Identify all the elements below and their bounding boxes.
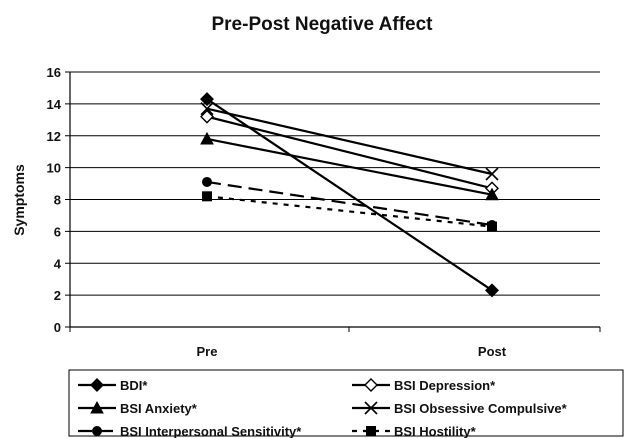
legend-item: BDI*: [78, 378, 148, 393]
legend-item: BSI Anxiety*: [78, 400, 198, 416]
series-2: [200, 109, 499, 196]
data-point-stroke: [485, 167, 499, 181]
series-line: [206, 180, 493, 227]
y-tick-label: 2: [54, 288, 61, 303]
data-point: [485, 187, 499, 201]
y-tick-label: 8: [54, 193, 61, 208]
axes: 0 2 4 6 8 10 12 14 16 Pre Post: [47, 65, 601, 359]
legend-marker: [90, 400, 104, 414]
legend-marker: [90, 378, 104, 392]
data-point: [202, 191, 212, 202]
y-tick-label: 4: [54, 256, 62, 271]
legend-item: BSI Depression*: [352, 378, 496, 393]
x-tick-label: Post: [478, 344, 507, 359]
series-line: [206, 98, 493, 292]
series-5: [202, 176, 497, 230]
series-4: [200, 102, 499, 181]
data-point: [200, 131, 214, 145]
data-point: [200, 92, 214, 107]
legend: BDI* BSI Depression* BSI Anxiety* BSI Obses…: [68, 369, 624, 438]
y-tick-label: 12: [47, 129, 61, 144]
legend-item: BSI Obsessive Compulsive*: [352, 401, 568, 416]
series-group: [200, 92, 499, 298]
legend-box: [68, 369, 624, 437]
gridlines: [70, 71, 600, 296]
y-tick-label: 6: [54, 224, 61, 239]
legend-marker: [364, 401, 378, 415]
legend-label: BSI Interpersonal Sensitivity*: [120, 424, 302, 438]
x-tick-label: Pre: [197, 344, 218, 359]
legend-item: BSI Hostility*: [352, 424, 477, 438]
legend-label: BSI Anxiety*: [120, 401, 198, 416]
legend-marker: [364, 378, 378, 392]
data-point: [202, 176, 212, 187]
series-6: [202, 191, 497, 232]
y-axis-label: Symptoms: [11, 164, 27, 236]
series-3: [200, 131, 499, 201]
data-point: [200, 109, 214, 124]
legend-label: BSI Obsessive Compulsive*: [394, 401, 568, 416]
data-point: [485, 167, 499, 181]
y-tick-label: 16: [47, 65, 61, 80]
legend-item: BSI Interpersonal Sensitivity*: [78, 424, 302, 438]
series-line: [206, 115, 493, 190]
series-line: [206, 195, 493, 228]
data-point: [487, 221, 497, 232]
series-line: [206, 137, 493, 196]
y-tick-label: 14: [47, 97, 62, 112]
y-tick-label: 10: [47, 161, 61, 176]
legend-marker: [92, 426, 102, 436]
series-line: [206, 107, 493, 176]
legend-marker: [366, 426, 376, 436]
data-point: [200, 102, 214, 116]
data-point-stroke: [200, 102, 214, 116]
y-tick-label: 0: [54, 320, 61, 335]
chart-title: Pre-Post Negative Affect: [211, 14, 433, 35]
legend-label: BSI Hostility*: [394, 424, 477, 438]
legend-label: BSI Depression*: [394, 378, 496, 393]
data-point: [485, 283, 499, 298]
legend-label: BDI*: [120, 378, 148, 393]
series-1: [200, 92, 499, 298]
legend-marker-stroke: [364, 401, 378, 415]
